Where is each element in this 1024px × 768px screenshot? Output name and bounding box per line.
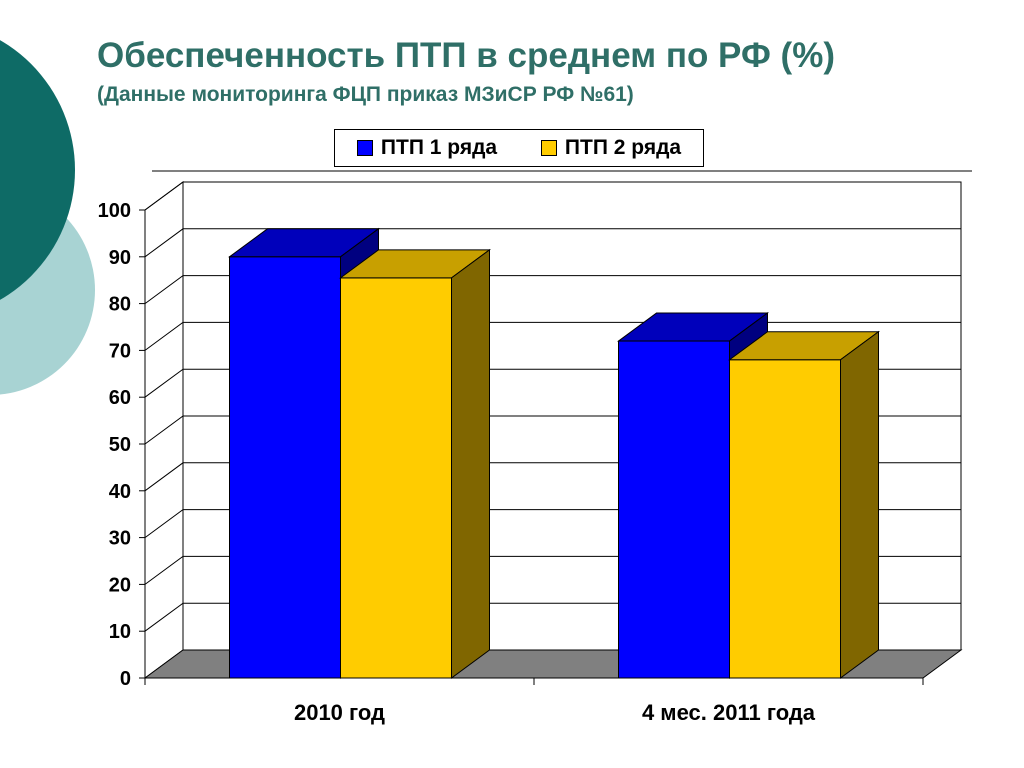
bar — [340, 277, 452, 679]
y-tick-label: 100 — [98, 200, 131, 222]
dark-circle — [0, 40, 75, 300]
x-category-label: 2010 год — [294, 700, 385, 725]
legend-swatch — [356, 140, 373, 156]
y-tick-label: 60 — [109, 387, 131, 409]
page-title: Обеспеченность ПТП в среднем по РФ (%) — [97, 36, 835, 75]
y-tick-label: 50 — [109, 434, 131, 456]
bar — [729, 359, 841, 679]
y-tick-label: 30 — [109, 528, 131, 550]
y-tick-label: 90 — [109, 247, 131, 269]
x-category-label: 4 мес. 2011 года — [642, 700, 816, 725]
y-tick-label: 10 — [109, 621, 131, 643]
gridline — [144, 181, 961, 211]
y-tick-label: 20 — [109, 574, 131, 596]
bar — [229, 256, 341, 679]
y-tick-label: 40 — [109, 481, 131, 503]
bar — [618, 340, 730, 679]
legend-item-series-2: ПТП 2 ряда — [540, 136, 682, 160]
gridline — [144, 228, 961, 258]
bar-side — [451, 248, 490, 679]
y-tick-label: 0 — [120, 668, 131, 690]
legend-label: ПТП 1 ряда — [380, 136, 498, 159]
legend-swatch — [540, 140, 557, 156]
gridline — [144, 275, 961, 305]
bar-side — [840, 330, 879, 679]
legend-label: ПТП 2 ряда — [564, 136, 682, 159]
legend-item-series-1: ПТП 1 ряда — [356, 136, 498, 160]
chart-legend: ПТП 1 ряда ПТП 2 ряда — [334, 129, 704, 167]
y-tick-label: 80 — [109, 294, 131, 316]
page-subtitle: (Данные мониторинга ФЦП приказ МЗиСР РФ … — [97, 83, 634, 106]
y-tick-label: 70 — [109, 340, 131, 362]
